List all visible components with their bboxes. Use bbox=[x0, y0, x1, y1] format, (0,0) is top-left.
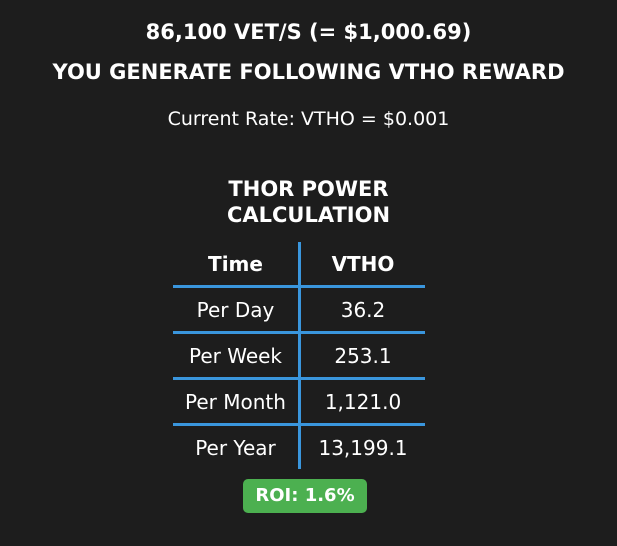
calc-title-text: THOR POWER CALCULATION bbox=[226, 177, 391, 227]
time-cell: Per Day bbox=[173, 286, 301, 333]
column-header: Time bbox=[173, 242, 301, 288]
table-row: Per Year 13,199.1 bbox=[173, 423, 425, 469]
table-row: Per Day 36.2 bbox=[173, 286, 425, 333]
time-cell: Per Week bbox=[173, 331, 301, 379]
vtho-cell: 253.1 bbox=[299, 331, 425, 379]
vtho-cell: 36.2 bbox=[340, 297, 386, 322]
amount-heading: 86,100 VET/S (= $1,000.69) bbox=[145, 20, 472, 44]
reward-table: Time VTHO Per Day 36.2 Per Week 253.1 Per Mo… bbox=[173, 242, 425, 469]
table-header: Time VTHO bbox=[173, 242, 425, 288]
current-rate: Current Rate: VTHO = $0.001 bbox=[167, 108, 450, 130]
vtho-cell: 13,199.1 bbox=[299, 423, 425, 469]
calc-title: THOR POWER CALCULATION bbox=[0, 176, 617, 228]
table-row: Per Month 1,121.0 bbox=[173, 377, 425, 425]
vtho-cell: 1,121.0 bbox=[299, 377, 425, 425]
time-cell: Per Year bbox=[173, 423, 301, 469]
roi-badge: ROI: 1.6% bbox=[243, 479, 367, 513]
column-header: VTHO bbox=[299, 242, 425, 288]
table-row: Per Week 253.1 bbox=[173, 331, 425, 379]
reward-heading: YOU GENERATE FOLLOWING VTHO REWARD bbox=[52, 60, 565, 84]
time-cell: Per Month bbox=[173, 377, 301, 425]
